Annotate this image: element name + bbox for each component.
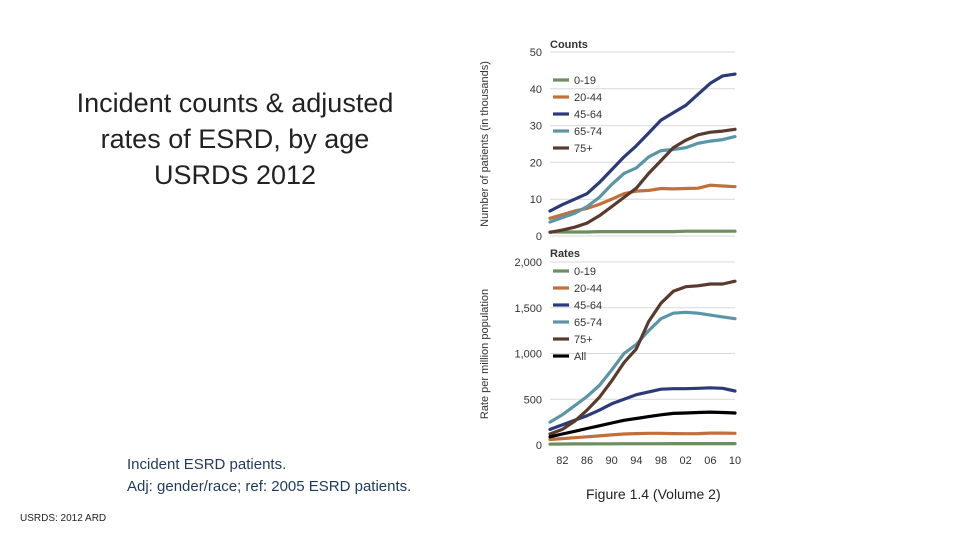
counts-series-45-64-line	[548, 72, 737, 213]
rates-x-tick-label: 94	[630, 455, 642, 467]
rates-series-20-44-line	[548, 431, 737, 442]
caption-line-1: Incident ESRD patients.	[127, 456, 287, 473]
counts-y-axis-title: Number of patients (in thousands)	[479, 61, 491, 227]
counts-y-tick-label: 20	[530, 157, 542, 169]
esrd-charts: 0 10 20 30 40 50 Counts Number of patients (in …	[479, 39, 741, 467]
counts-legend-label: 75+	[574, 143, 593, 155]
counts-panel-title: Counts	[550, 39, 588, 51]
rates-x-tick-label: 90	[606, 455, 618, 467]
counts-y-tick-label: 0	[536, 231, 542, 243]
title-line-2: rates of ESRD, by age	[100, 124, 370, 154]
rates-y-tick-label: 1,000	[514, 349, 542, 361]
rates-series-75+-line	[548, 279, 737, 436]
rates-legend-label: 75+	[574, 334, 593, 346]
rates-legend-label: 20-44	[574, 283, 602, 295]
source-note: USRDS: 2012 ARD	[20, 513, 107, 524]
title-line-1: Incident counts & adjusted	[76, 88, 394, 118]
counts-legend-label: 0-19	[574, 75, 596, 87]
rates-legend-label: All	[574, 351, 586, 363]
rates-legend-label: 45-64	[574, 300, 602, 312]
title-line-3: USRDS 2012	[153, 160, 317, 190]
rates-x-tick-label: 86	[581, 455, 593, 467]
counts-legend-label: 65-74	[574, 126, 602, 138]
rates-y-tick-label: 0	[536, 440, 542, 452]
slide-title: Incident counts & adjusted rates of ESRD…	[40, 85, 430, 193]
rates-series-0-19-line	[548, 442, 737, 446]
counts-series-0-19-line	[548, 229, 737, 234]
counts-series-75+-line	[548, 127, 737, 234]
rates-x-tick-label: 82	[556, 455, 568, 467]
counts-y-tick-label: 50	[530, 47, 542, 59]
rates-panel-title: Rates	[550, 248, 580, 260]
rates-y-tick-label: 2,000	[514, 257, 542, 269]
counts-y-tick-label: 10	[530, 194, 542, 206]
rates-x-tick-label: 02	[680, 455, 692, 467]
caption-line-2: Adj: gender/race; ref: 2005 ESRD patient…	[127, 478, 412, 495]
counts-legend-label: 45-64	[574, 109, 602, 121]
rates-legend-label: 0-19	[574, 266, 596, 278]
rates-y-axis-title: Rate per million population	[479, 289, 491, 419]
counts-series-65-74-line	[548, 134, 737, 224]
rates-y-tick-label: 500	[524, 394, 542, 406]
figure-label: Figure 1.4 (Volume 2)	[586, 486, 721, 502]
rates-series-45-64-line	[548, 386, 737, 431]
counts-y-tick-label: 40	[530, 84, 542, 96]
rates-legend-label: 65-74	[574, 317, 602, 329]
counts-y-tick-label: 30	[530, 121, 542, 133]
rates-x-tick-label: 06	[704, 455, 716, 467]
counts-legend-label: 20-44	[574, 92, 602, 104]
figure-caption: Incident ESRD patients. Adj: gender/race…	[127, 454, 411, 498]
rates-series-all-line	[548, 410, 737, 439]
rates-x-tick-label: 10	[729, 455, 741, 467]
rates-x-tick-label: 98	[655, 455, 667, 467]
rates-y-tick-label: 1,500	[514, 303, 542, 315]
